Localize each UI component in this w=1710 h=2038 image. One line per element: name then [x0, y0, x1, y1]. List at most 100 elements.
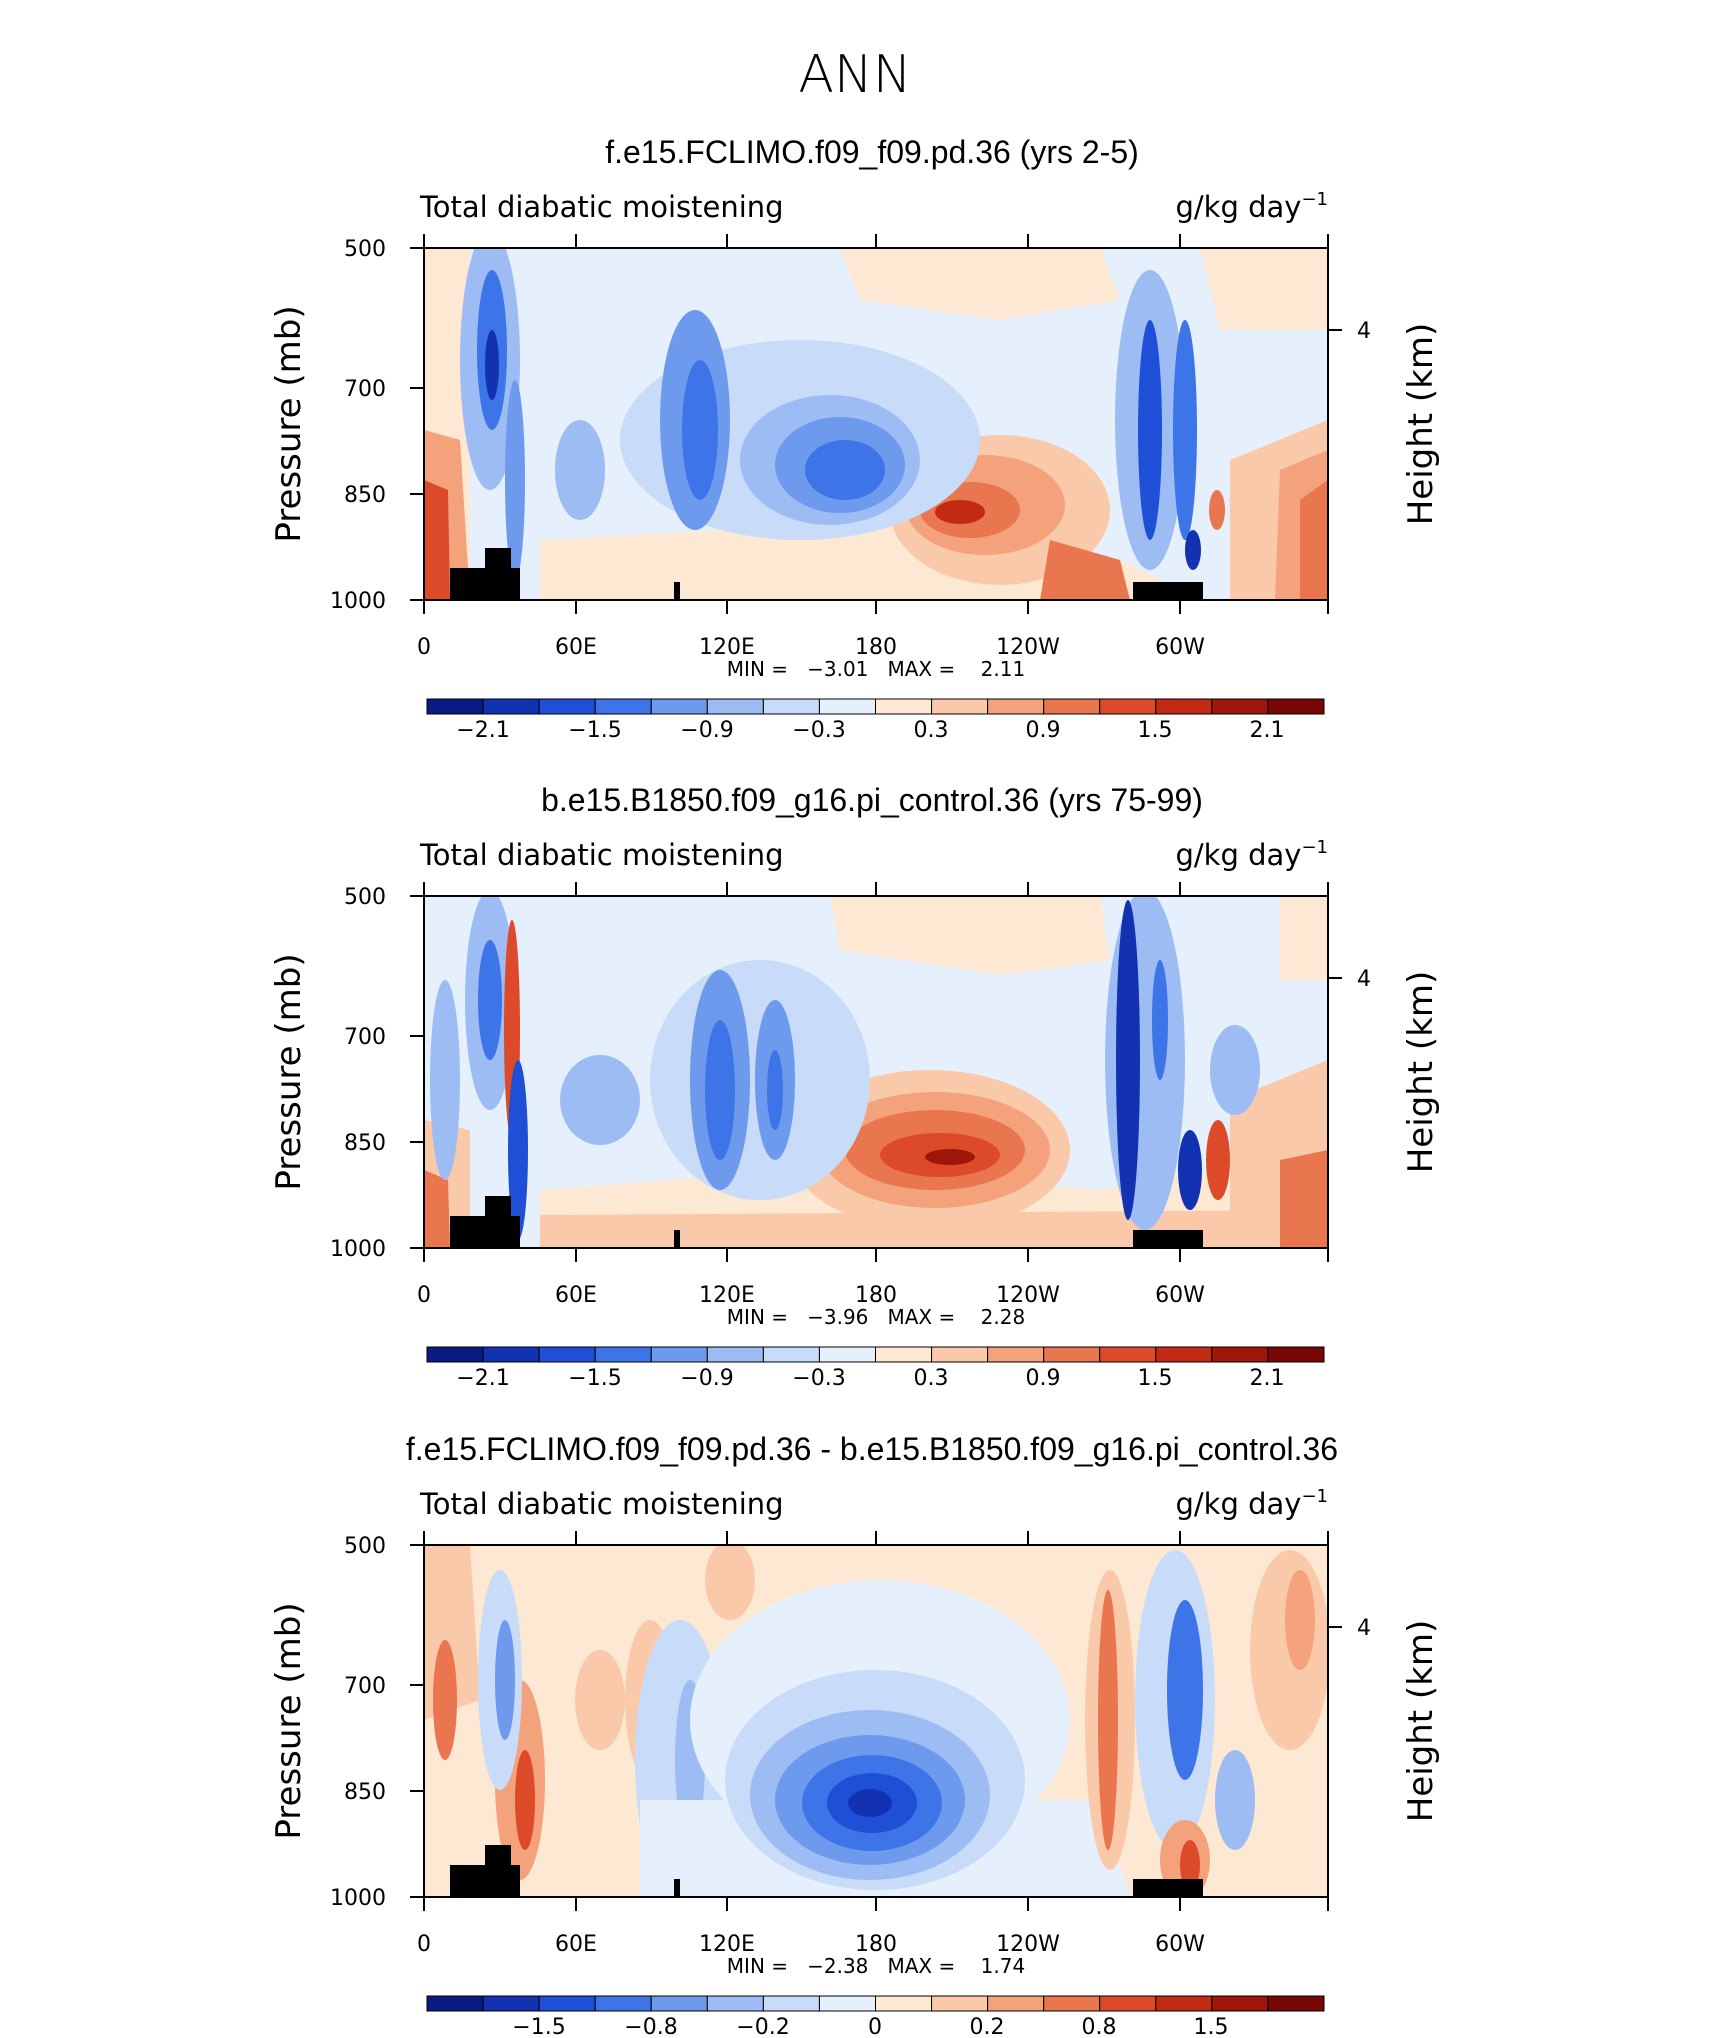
colorbar-swatch: [538, 698, 596, 715]
colorbar-label: 0.8: [1082, 2015, 1117, 2038]
colorbar-swatch: [482, 698, 540, 715]
colorbar-swatch: [762, 1995, 820, 2012]
colorbar-label: −1.5: [568, 1366, 621, 1391]
y-axis-label: Pressure (mb): [269, 953, 309, 1190]
x-tick-labels: 0 60E 120E 180 120W 60W: [417, 635, 1205, 660]
units-text: g/kg day: [1176, 190, 1302, 224]
colorbar-swatch: [482, 1995, 540, 2012]
colorbar-swatch: [818, 698, 877, 715]
y-tick-labels: 500 700 850 1000: [330, 1534, 386, 1911]
y-axis-label: Pressure (mb): [269, 1602, 309, 1839]
colorbar-swatch: [875, 698, 933, 715]
colorbar-labels: −1.5 −0.8 −0.2 0 0.2 0.8 1.5: [512, 2015, 1228, 2038]
colorbar-label: −0.9: [680, 718, 733, 743]
contour-blob: [1280, 1150, 1328, 1248]
contour-blob: [508, 1060, 528, 1240]
panel-1: f.e15.FCLIMO.f09_f09.pd.36 (yrs 2-5) Tot…: [269, 134, 1441, 743]
contour-blob: [485, 330, 499, 400]
colorbar-labels: −2.1 −1.5 −0.9 −0.3 0.3 0.9 1.5 2.1: [456, 718, 1284, 743]
contour-blob: [1040, 540, 1130, 600]
colorbar-swatch: [1043, 698, 1101, 715]
land-mask: [1133, 1230, 1203, 1248]
contour-blob: [805, 440, 885, 500]
contour-blob: [767, 1050, 783, 1130]
colorbar: [426, 1995, 1325, 2012]
units-label: g/kg day−1: [1176, 837, 1329, 872]
x-tick-label: 120E: [699, 1932, 755, 1957]
contour-blob: [705, 1545, 755, 1620]
colorbar-swatch: [1211, 698, 1269, 715]
contour-blob: [848, 1789, 892, 1817]
y-axis-label: Pressure (mb): [269, 305, 309, 542]
colorbar-swatch: [1043, 1995, 1101, 2012]
contour-blob: [1098, 1590, 1118, 1850]
x-tick-label: 0: [417, 1932, 431, 1957]
min-max-stats: MIN = −3.01 MAX = 2.11: [727, 657, 1025, 681]
x-tick-label: 180: [855, 635, 897, 660]
colorbar-swatch: [1211, 1346, 1269, 1363]
land-mask: [485, 548, 511, 570]
land-mask: [485, 1845, 511, 1867]
colorbar-label: 1.5: [1138, 718, 1173, 743]
x-tick-label: 0: [417, 1283, 431, 1308]
panel-title: f.e15.FCLIMO.f09_f09.pd.36 (yrs 2-5): [605, 134, 1139, 170]
contour-blob: [1116, 900, 1140, 1220]
y-axis-ticks: [410, 895, 1342, 1249]
colorbar-label: 1.5: [1138, 1366, 1173, 1391]
colorbar-swatch: [762, 1346, 820, 1363]
land-mask: [450, 1216, 520, 1248]
panel-title: b.e15.B1850.f09_g16.pi_control.36 (yrs 7…: [541, 782, 1203, 818]
land-mask: [674, 1879, 680, 1897]
colorbar-swatch: [818, 1346, 877, 1363]
colorbar-swatch: [538, 1346, 596, 1363]
land-mask: [450, 568, 520, 600]
colorbar-label: 2.1: [1250, 718, 1285, 743]
min-max-stats: MIN = −3.96 MAX = 2.28: [727, 1305, 1025, 1329]
units-text: g/kg day: [1176, 838, 1302, 872]
panel-3: f.e15.FCLIMO.f09_f09.pd.36 - b.e15.B1850…: [269, 1431, 1441, 2038]
land-mask: [674, 582, 680, 600]
x-tick-label: 120E: [699, 1283, 755, 1308]
x-tick-label: 60E: [555, 1932, 597, 1957]
colorbar-label: −1.5: [512, 2015, 565, 2038]
x-tick-label: 60W: [1155, 1932, 1205, 1957]
plot-field: [424, 248, 1328, 600]
contour-blob: [555, 420, 605, 520]
colorbar-swatch: [1267, 698, 1325, 715]
y-tick-labels: 500 700 850 1000: [330, 885, 386, 1262]
y-tick-label: 700: [344, 1674, 386, 1699]
contour-blob: [478, 940, 502, 1060]
colorbar-label: −0.8: [624, 2015, 677, 2038]
y-axis-label-right: Height (km): [1401, 1620, 1441, 1823]
x-tick-label: 60W: [1155, 1283, 1205, 1308]
contour-blob: [1300, 480, 1328, 600]
contour-blob: [495, 1620, 515, 1740]
x-tick-labels: 0 60E 120E 180 120W 60W: [417, 1932, 1205, 1957]
colorbar-swatch: [594, 1346, 652, 1363]
min-max-stats: MIN = −2.38 MAX = 1.74: [727, 1954, 1025, 1978]
colorbar-swatch: [650, 1995, 708, 2012]
units-exponent: −1: [1301, 189, 1328, 210]
contour-blob: [1152, 960, 1168, 1080]
colorbar-swatch: [1155, 698, 1213, 715]
colorbar-label: 0: [868, 2015, 882, 2038]
panel-2: b.e15.B1850.f09_g16.pi_control.36 (yrs 7…: [269, 782, 1441, 1391]
colorbar-label: −0.3: [792, 718, 845, 743]
colorbar-swatch: [706, 698, 764, 715]
land-mask: [450, 1865, 520, 1897]
x-axis-ticks: [423, 234, 1329, 614]
units-label: g/kg day−1: [1176, 1486, 1329, 1521]
y-tick-label: 1000: [330, 1237, 386, 1262]
y-tick-label: 500: [344, 1534, 386, 1559]
x-tick-labels: 0 60E 120E 180 120W 60W: [417, 1283, 1205, 1308]
contour-blob: [1209, 490, 1225, 530]
colorbar-swatch: [875, 1995, 933, 2012]
colorbar-swatch: [1155, 1995, 1213, 2012]
colorbar-swatch: [594, 1995, 652, 2012]
land-mask: [485, 1196, 511, 1218]
colorbar-swatch: [594, 698, 652, 715]
colorbar-label: −0.3: [792, 1366, 845, 1391]
contour-blob: [424, 1170, 450, 1248]
contour-blob: [1173, 320, 1197, 540]
